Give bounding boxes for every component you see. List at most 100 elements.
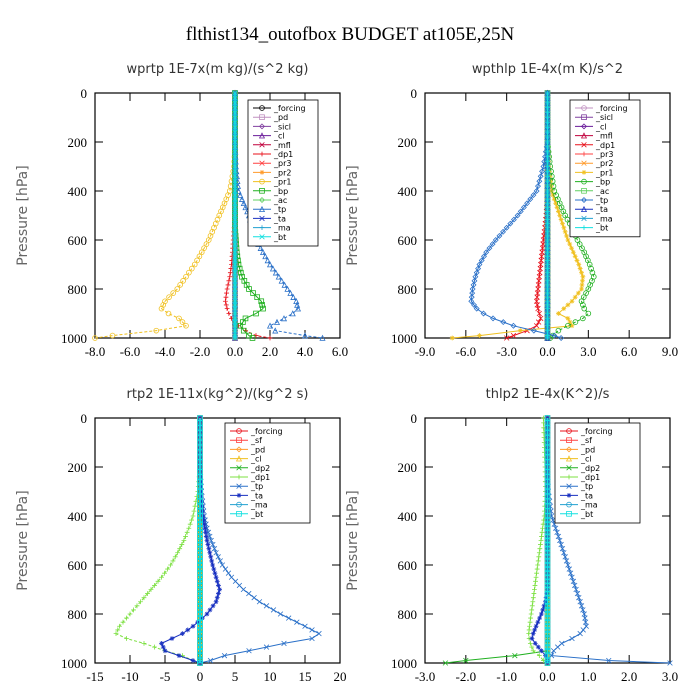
data-point <box>223 294 229 300</box>
data-point <box>204 538 210 543</box>
data-point <box>264 257 271 264</box>
y-tick-label: 1000 <box>391 331 417 346</box>
data-point <box>562 229 568 235</box>
data-point <box>569 245 574 251</box>
legend-marker <box>566 510 572 517</box>
data-point <box>162 648 168 654</box>
data-point <box>113 631 119 636</box>
data-point <box>535 319 542 325</box>
data-point <box>232 269 238 276</box>
data-point <box>203 529 208 535</box>
data-point <box>216 583 221 588</box>
data-point <box>186 525 192 531</box>
legend-marker <box>581 187 587 194</box>
data-point <box>569 298 575 304</box>
data-point <box>232 253 238 260</box>
data-point <box>197 611 203 617</box>
data-point <box>227 274 233 280</box>
data-point <box>260 305 266 312</box>
legend-marker <box>566 474 572 480</box>
data-point <box>190 658 196 663</box>
data-point <box>442 660 449 666</box>
legend-marker <box>566 446 572 453</box>
legend-label: _bt <box>250 510 263 519</box>
data-point <box>530 327 537 334</box>
data-point <box>190 623 196 629</box>
data-point <box>545 169 550 174</box>
data-point <box>507 220 514 227</box>
data-point <box>165 310 172 317</box>
series-line <box>115 418 201 664</box>
data-point <box>545 159 550 164</box>
data-point <box>536 178 543 185</box>
data-point <box>503 224 510 231</box>
data-point <box>544 558 551 564</box>
data-point <box>541 158 548 165</box>
data-point <box>545 110 550 115</box>
data-point <box>544 537 551 544</box>
data-point <box>179 319 186 325</box>
data-point <box>301 332 309 339</box>
legend-marker <box>259 178 265 185</box>
data-point <box>533 578 538 584</box>
data-point <box>528 615 534 621</box>
data-point <box>189 517 194 523</box>
data-point <box>177 546 183 552</box>
legend-marker <box>566 493 572 498</box>
data-point <box>170 558 176 564</box>
data-point <box>266 322 274 329</box>
data-point <box>574 258 580 263</box>
data-point <box>544 566 551 572</box>
legend-label: _ma <box>595 214 613 223</box>
data-point <box>534 566 540 572</box>
data-point <box>159 641 164 646</box>
data-point <box>232 196 238 202</box>
data-point <box>536 310 543 317</box>
data-point <box>181 538 187 543</box>
data-point <box>565 316 571 321</box>
data-point <box>175 550 180 556</box>
data-point <box>141 595 147 601</box>
data-point <box>232 323 238 329</box>
data-point <box>281 281 288 288</box>
data-point <box>197 537 203 544</box>
data-point <box>166 294 172 300</box>
data-point <box>249 335 256 341</box>
data-point <box>232 282 238 288</box>
data-point <box>275 273 282 280</box>
data-point <box>214 595 220 601</box>
x-tick-label: -2.0 <box>456 669 477 684</box>
data-point <box>544 521 551 527</box>
data-point <box>544 578 551 585</box>
data-point <box>544 623 551 630</box>
data-point <box>289 310 296 317</box>
data-point <box>242 204 249 211</box>
series-line <box>445 418 548 664</box>
data-point <box>579 245 585 251</box>
data-point <box>267 335 273 341</box>
data-point <box>561 550 567 556</box>
data-point <box>532 583 538 588</box>
data-point <box>535 305 541 312</box>
data-point <box>232 149 238 155</box>
series-bt <box>197 415 203 666</box>
data-point <box>565 302 571 308</box>
legend-marker <box>581 197 587 203</box>
data-point <box>263 603 270 609</box>
data-point <box>232 105 238 111</box>
data-point <box>490 315 497 322</box>
x-tick-label: -2.0 <box>190 344 211 359</box>
data-point <box>545 225 550 231</box>
data-point <box>545 213 550 218</box>
data-point <box>201 521 207 527</box>
legend-box <box>569 99 641 238</box>
legend-label: _sicl <box>595 113 613 122</box>
data-point <box>309 635 315 642</box>
data-point <box>280 315 288 322</box>
data-point <box>224 306 230 311</box>
data-point <box>544 517 551 523</box>
data-point <box>545 105 550 111</box>
data-point <box>545 209 550 214</box>
data-point <box>524 200 531 207</box>
data-point <box>213 574 219 580</box>
